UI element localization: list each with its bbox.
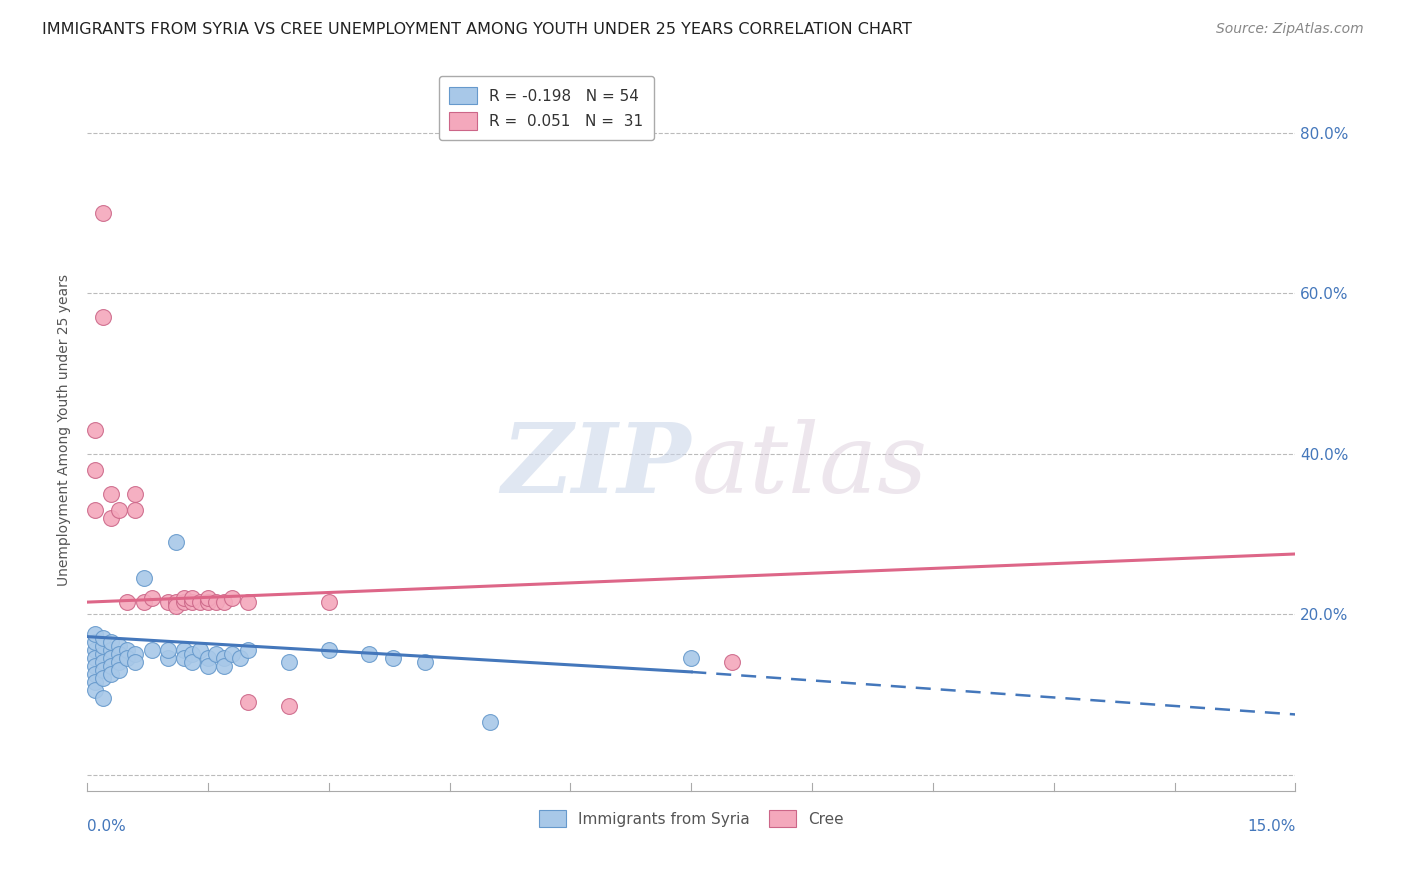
Point (238, 695, 260, 709)
Point (100, 643, 122, 657)
Point (100, 635, 122, 649)
Point (124, 647, 146, 661)
Point (318, 595, 340, 609)
Point (108, 647, 131, 661)
Point (197, 651, 219, 665)
Point (117, 651, 139, 665)
Point (84, 683, 107, 698)
Point (681, 651, 703, 665)
Point (156, 651, 179, 665)
Point (141, 591, 163, 606)
Point (277, 655, 299, 669)
Y-axis label: Unemployment Among Youth under 25 years: Unemployment Among Youth under 25 years (58, 274, 72, 586)
Point (180, 591, 202, 606)
Point (91, 671, 114, 685)
Point (117, 595, 139, 609)
Point (229, 651, 252, 665)
Point (165, 599, 187, 614)
Point (205, 647, 228, 661)
Point (84, 643, 107, 657)
Point (212, 659, 235, 673)
Point (180, 595, 202, 609)
Point (277, 699, 299, 714)
Point (91, 655, 114, 669)
Point (720, 655, 742, 669)
Text: 0.0%: 0.0% (87, 819, 127, 834)
Point (84, 667, 107, 681)
Point (221, 647, 243, 661)
Point (132, 571, 155, 585)
Point (91, 663, 114, 677)
Point (84, 635, 107, 649)
Legend: Immigrants from Syria, Cree: Immigrants from Syria, Cree (533, 804, 851, 834)
Point (238, 595, 260, 609)
Point (165, 595, 187, 609)
Point (91, 206, 114, 220)
Point (180, 655, 202, 669)
Point (132, 595, 155, 609)
Point (117, 643, 139, 657)
Point (173, 591, 195, 606)
Text: 15.0%: 15.0% (1247, 819, 1295, 834)
Text: IMMIGRANTS FROM SYRIA VS CREE UNEMPLOYMENT AMONG YOUTH UNDER 25 YEARS CORRELATIO: IMMIGRANTS FROM SYRIA VS CREE UNEMPLOYME… (42, 22, 912, 37)
Point (221, 591, 243, 606)
Point (108, 655, 131, 669)
Point (478, 715, 501, 730)
Point (173, 651, 195, 665)
Point (173, 643, 195, 657)
Point (84, 675, 107, 690)
Point (141, 643, 163, 657)
Point (188, 643, 211, 657)
Point (415, 655, 437, 669)
Point (359, 647, 381, 661)
Point (238, 643, 260, 657)
Text: atlas: atlas (692, 418, 928, 513)
Point (91, 640, 114, 654)
Point (108, 503, 131, 517)
Point (84, 423, 107, 437)
Point (173, 595, 195, 609)
Point (84, 651, 107, 665)
Point (318, 643, 340, 657)
Text: ZIP: ZIP (502, 418, 692, 513)
Point (197, 659, 219, 673)
Point (197, 595, 219, 609)
Point (100, 667, 122, 681)
Point (108, 663, 131, 677)
Point (84, 503, 107, 517)
Point (124, 487, 146, 501)
Point (91, 632, 114, 646)
Point (180, 647, 202, 661)
Point (91, 310, 114, 325)
Point (188, 595, 211, 609)
Point (382, 651, 405, 665)
Point (124, 655, 146, 669)
Point (197, 591, 219, 606)
Point (84, 659, 107, 673)
Point (165, 535, 187, 549)
Point (212, 651, 235, 665)
Point (100, 659, 122, 673)
Point (108, 640, 131, 654)
Point (205, 595, 228, 609)
Point (91, 647, 114, 661)
Point (91, 691, 114, 706)
Point (156, 595, 179, 609)
Point (124, 503, 146, 517)
Point (100, 511, 122, 525)
Point (212, 595, 235, 609)
Point (156, 643, 179, 657)
Text: Source: ZipAtlas.com: Source: ZipAtlas.com (1216, 22, 1364, 37)
Point (100, 651, 122, 665)
Point (84, 627, 107, 641)
Point (84, 463, 107, 477)
Point (100, 487, 122, 501)
